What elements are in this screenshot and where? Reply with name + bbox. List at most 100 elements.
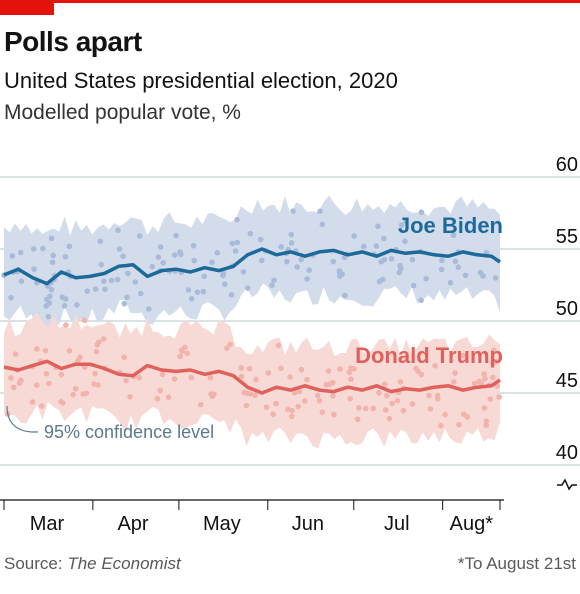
poll-dot (438, 266, 445, 273)
axis-break-icon (557, 478, 577, 491)
poll-dot (447, 279, 454, 286)
poll-dot (269, 282, 275, 289)
poll-dot (116, 246, 123, 252)
poll-dot (173, 232, 179, 239)
poll-dot (423, 275, 429, 282)
poll-dot (296, 388, 303, 395)
poll-dot (9, 253, 16, 259)
poll-dot (81, 317, 88, 324)
poll-dot (83, 390, 90, 397)
poll-dot (257, 236, 264, 243)
series-line (3, 247, 501, 286)
poll-dot (240, 269, 247, 275)
poll-dot (348, 365, 354, 371)
poll-dot (247, 230, 254, 237)
y-tick-label: 45 (556, 370, 578, 392)
poll-dot (91, 381, 97, 387)
poll-dot (70, 391, 76, 398)
poll-dot (121, 300, 128, 307)
poll-dot (40, 245, 46, 252)
poll-dot (386, 415, 393, 422)
poll-dot (263, 404, 270, 411)
poll-dot (125, 270, 131, 277)
poll-dot (295, 403, 302, 410)
poll-dot (124, 294, 130, 301)
poll-dot (120, 253, 126, 260)
poll-dot (84, 288, 90, 294)
vote-chart: Joe Biden Donald Trump 95% confidence le… (0, 154, 580, 535)
poll-dot (188, 374, 195, 381)
source-prefix: Source: (4, 554, 68, 573)
confidence-band (4, 312, 500, 449)
chart-title: Polls apart (4, 26, 142, 57)
poll-dot (108, 277, 115, 284)
y-tick-label: 40 (556, 442, 578, 464)
poll-dot (12, 351, 19, 357)
poll-dot (452, 370, 458, 376)
poll-dot (45, 313, 52, 320)
chart-subtitle: United States presidential election, 202… (4, 68, 398, 93)
poll-dot (121, 354, 128, 361)
poll-dot (50, 252, 56, 259)
poll-dot (304, 276, 310, 282)
poll-dot (209, 393, 216, 400)
poll-dot (207, 374, 214, 381)
footnote: *To August 21st (457, 554, 576, 573)
poll-dot (319, 221, 326, 228)
poll-dot (397, 379, 404, 385)
poll-dot (493, 358, 499, 365)
poll-dot (360, 243, 367, 250)
x-tick-label: Jul (384, 513, 410, 535)
poll-dot (409, 256, 416, 263)
poll-dot (298, 256, 305, 263)
poll-dot (481, 405, 488, 411)
x-tick-label: Apr (117, 513, 148, 535)
poll-dot (487, 396, 494, 402)
poll-dot (190, 242, 197, 249)
poll-dot (185, 287, 192, 293)
series-labels: Joe Biden Donald Trump (355, 213, 503, 368)
poll-dot (214, 249, 221, 256)
poll-dot (287, 374, 293, 380)
poll-dot (234, 216, 240, 223)
poll-dot (456, 421, 462, 428)
poll-dot (418, 297, 424, 304)
poll-dot (234, 239, 241, 246)
poll-dot (450, 231, 457, 238)
poll-dot (132, 279, 139, 285)
poll-dot (285, 406, 291, 413)
poll-dot (438, 422, 444, 429)
poll-dot (197, 401, 204, 408)
poll-dot (301, 398, 308, 404)
poll-dot (8, 294, 14, 301)
series-line (3, 359, 501, 395)
poll-dot (224, 345, 230, 351)
poll-dot (283, 258, 290, 265)
poll-dot (18, 278, 25, 285)
poll-dot (452, 258, 459, 265)
poll-dot (30, 246, 37, 252)
poll-dot (247, 391, 254, 397)
poll-dot (18, 377, 24, 384)
poll-dot (243, 402, 250, 409)
poll-dot (290, 208, 296, 214)
poll-dot (336, 268, 343, 274)
poll-dot (160, 260, 166, 266)
poll-dot (157, 244, 164, 250)
poll-dot (61, 303, 68, 309)
poll-dot (455, 264, 462, 271)
poll-dot (58, 398, 64, 405)
poll-dot (42, 347, 49, 354)
poll-dot (298, 366, 305, 373)
poll-dot (229, 240, 236, 247)
poll-dot (306, 267, 313, 273)
poll-dot (370, 405, 376, 412)
poll-dot (10, 384, 17, 391)
poll-dot (145, 306, 152, 312)
poll-dot (427, 406, 434, 412)
poll-dot (123, 377, 129, 384)
poll-dot (362, 405, 369, 412)
poll-dot (278, 365, 284, 372)
poll-dot (402, 238, 408, 245)
poll-dot (72, 385, 79, 392)
